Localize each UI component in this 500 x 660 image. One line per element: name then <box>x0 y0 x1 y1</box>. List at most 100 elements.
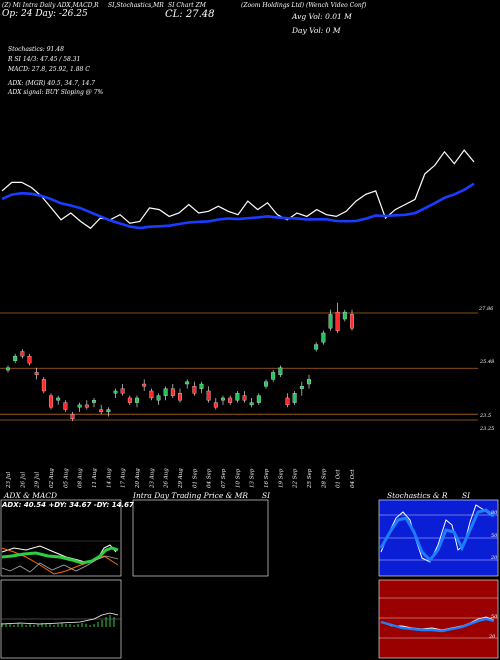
date-tick-label: 04 Oct <box>350 469 356 488</box>
candle <box>135 397 139 403</box>
date-tick-label: 17 Aug <box>121 468 127 488</box>
candle <box>328 314 333 329</box>
date-tick-label: 29 Aug <box>178 468 184 489</box>
date-tick-label: 25 Sep <box>307 468 313 489</box>
date-tick-label: 13 Sep <box>250 468 256 488</box>
candle <box>199 383 204 389</box>
candle <box>170 388 175 396</box>
candle <box>206 390 211 401</box>
candle <box>185 381 190 385</box>
date-tick-label: 07 Sep <box>221 468 227 488</box>
candle <box>235 393 240 401</box>
date-tick-label: 23 Aug <box>149 468 155 489</box>
candle <box>156 395 161 401</box>
candle <box>299 386 304 389</box>
candle <box>335 311 340 331</box>
level-label-4: 23.25 <box>480 426 495 432</box>
candle <box>120 388 125 394</box>
candle <box>77 404 82 408</box>
candle <box>321 332 326 343</box>
date-tick-label: 11 Aug <box>92 468 98 488</box>
stoch-d-line <box>379 508 495 563</box>
candle <box>70 414 75 419</box>
candle <box>20 351 25 357</box>
macd-panel <box>0 579 122 659</box>
adx-white-line <box>1 544 117 564</box>
candle <box>149 390 154 399</box>
rsi-panel <box>378 579 499 659</box>
candle <box>350 314 354 329</box>
date-tick-label: 04 Sep <box>207 468 213 488</box>
candle <box>163 388 168 396</box>
rsi-white-line <box>380 616 495 631</box>
candle <box>285 397 290 406</box>
header-indicators: Daily ADX,MACD,R <box>39 2 99 9</box>
date-tick-label: 28 Sep <box>321 468 327 489</box>
macd-readout: MACD: 27.8, 25.92, 1.88 C <box>8 66 90 73</box>
candle <box>63 402 68 410</box>
candle <box>113 390 118 394</box>
header-line1: (Z) Mi Intra Daily ADX,MACD,R <box>2 2 99 9</box>
candle <box>242 395 247 401</box>
adx-panel-title: ADX & MACD <box>4 491 58 500</box>
date-tick-label: 14 Aug <box>106 468 112 488</box>
date-tick-label: 29 Jul <box>35 472 41 489</box>
date-tick-label: 22 Sep <box>293 468 299 489</box>
stoch-readout: Stochastics: 91.48 <box>8 46 64 53</box>
candlesticks <box>6 302 354 422</box>
candle <box>342 311 347 320</box>
candle <box>307 379 311 385</box>
header-avg-vol: Avg Vol: 0.01 M <box>292 12 352 21</box>
level-label-3: 23.5 <box>480 413 492 419</box>
adx-readout: ADX: (MGR) 40.5, 34.7, 14.7 <box>8 80 96 87</box>
adx-minus-di-line <box>1 547 119 575</box>
macd-histogram <box>1 615 115 627</box>
adx-values: ADX: 40.54 +DY: 34.67 -DY: 14.67 <box>2 501 134 509</box>
candle <box>13 356 18 361</box>
stoch-panel <box>378 499 499 577</box>
candle <box>264 381 268 387</box>
date-tick-label: 05 Aug <box>63 468 69 488</box>
intraday-panel-si: SI <box>262 491 271 500</box>
header-exchange: (Z) Mi Intra <box>2 2 38 9</box>
candle <box>178 393 182 401</box>
candle <box>213 402 218 408</box>
candle <box>6 367 10 371</box>
header-close: CL: 27.48 <box>165 9 215 20</box>
candle <box>256 395 261 403</box>
stoch-tick-20: 20 <box>491 555 498 561</box>
candle <box>92 400 96 403</box>
date-axis: 23 Jul 26 Jul 29 Jul 02 Aug 05 Aug 08 Aug 11 A… <box>6 468 356 489</box>
intraday-panel-title: Intra Day Trading Price & MR <box>133 491 249 500</box>
header-chart: SI Chart ZM <box>168 2 206 9</box>
header-op-day: Op: 24 Day: -26.25 <box>2 9 88 19</box>
price-chart: 23 Jul 26 Jul 29 Jul 02 Aug 05 Aug 08 Aug 11 A… <box>0 149 478 489</box>
candle <box>228 397 233 403</box>
stoch-tick-50: 50 <box>491 533 498 539</box>
date-tick-label: 01 Sep <box>192 468 198 488</box>
candle <box>27 356 32 364</box>
adx-signal-readout: ADX signal: BUY Sloping @ 7% <box>8 89 104 96</box>
candle <box>34 372 39 375</box>
rsi-tick-50: 50 <box>491 614 498 620</box>
header-day-vol: Day Vol: 0 M <box>292 26 341 35</box>
adx-gray-line <box>1 555 119 573</box>
header-si: SI,Stochastics,MR <box>108 2 164 9</box>
macd-signal-line <box>1 612 119 625</box>
candle <box>271 372 276 380</box>
candle <box>84 404 89 408</box>
adx-panel <box>0 499 122 577</box>
candle <box>278 367 283 375</box>
price-levels <box>0 312 478 421</box>
candle <box>192 386 197 394</box>
date-tick-label: 01 Oct <box>336 469 342 488</box>
date-tick-label: 26 Aug <box>164 468 170 489</box>
price-line <box>1 149 475 230</box>
stoch-panel-si: SI <box>462 491 471 500</box>
date-tick-label: 16 Sep <box>264 468 270 488</box>
level-label-2: 25.48 <box>480 359 495 365</box>
moving-average-line <box>1 182 475 230</box>
stoch-tick-80: 80 <box>491 510 498 516</box>
candle <box>106 409 111 413</box>
date-tick-label: 20 Aug <box>135 468 141 489</box>
